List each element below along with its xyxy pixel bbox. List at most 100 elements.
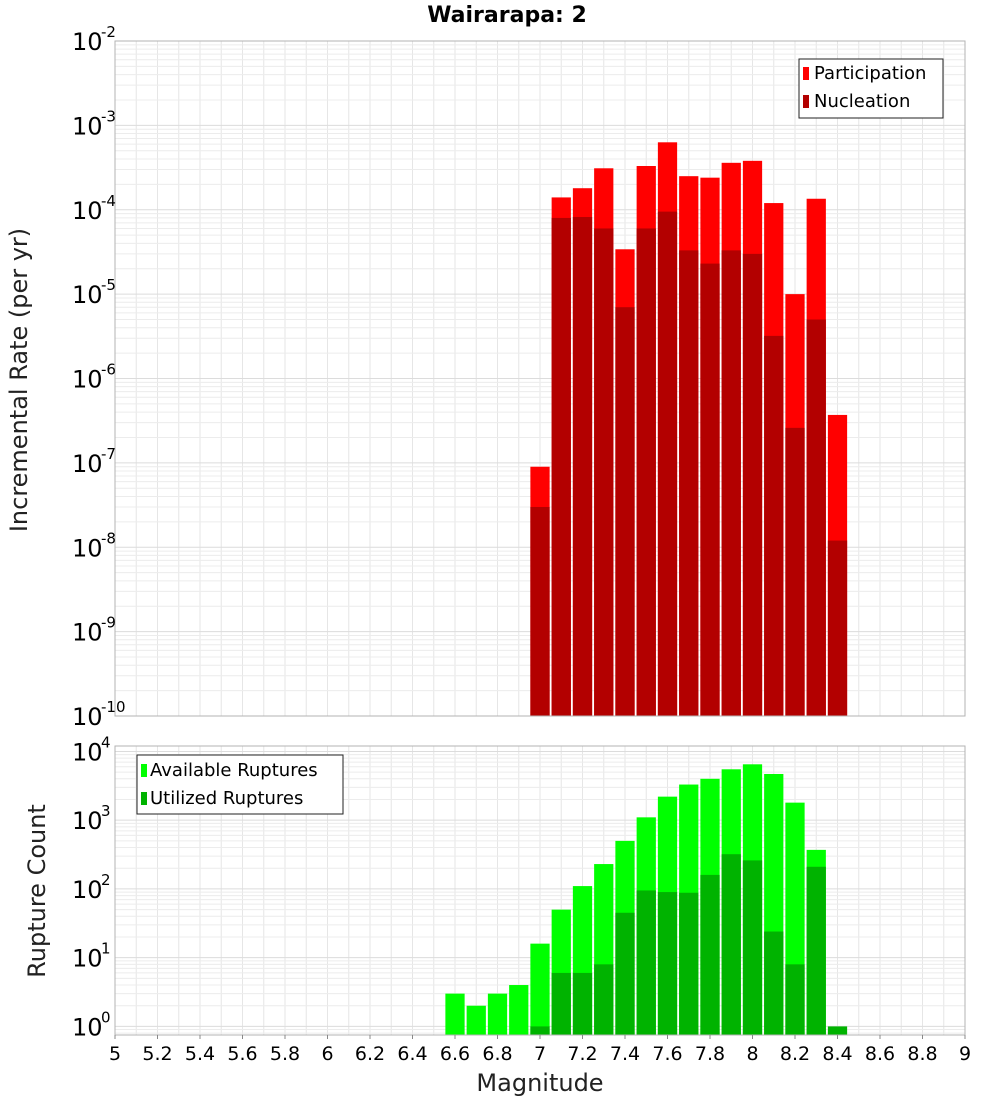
x-tick-label: 6.6 xyxy=(440,1043,470,1065)
bar xyxy=(530,1026,550,1035)
bar xyxy=(721,854,741,1035)
bar xyxy=(700,874,720,1035)
bar xyxy=(594,964,614,1035)
y-tick-exponent: -10 xyxy=(101,698,126,716)
y-tick-exponent: 4 xyxy=(101,733,111,751)
y-tick-label: 10 xyxy=(72,112,103,140)
bottom-legend: Available Ruptures Utilized Ruptures xyxy=(136,754,344,815)
x-tick-label: 5 xyxy=(109,1043,121,1065)
bar xyxy=(806,866,826,1035)
y-tick-exponent: -3 xyxy=(101,107,116,125)
y-tick-exponent: -6 xyxy=(101,361,116,379)
bar xyxy=(530,506,550,716)
x-tick-label: 7.2 xyxy=(567,1043,597,1065)
y-tick-label: 10 xyxy=(72,945,103,973)
top-series-nucleation xyxy=(530,211,848,717)
y-tick-label: 10 xyxy=(72,876,103,904)
chart-title: Wairarapa: 2 xyxy=(427,3,587,28)
legend-label-utilized: Utilized Ruptures xyxy=(150,788,303,809)
bar xyxy=(764,931,784,1035)
y-tick-label: 10 xyxy=(72,28,103,56)
x-tick-label: 6.2 xyxy=(355,1043,385,1065)
x-tick-label: 5.8 xyxy=(270,1043,300,1065)
y-tick-exponent: 3 xyxy=(101,802,111,820)
bar xyxy=(615,912,635,1035)
bar xyxy=(785,427,805,716)
bar xyxy=(594,228,614,716)
y-tick-label: 10 xyxy=(72,450,103,478)
x-tick-label: 8 xyxy=(746,1043,758,1065)
y-tick-exponent: -9 xyxy=(101,614,116,632)
bar xyxy=(827,540,848,716)
top-y-axis-label: Incremental Rate (per yr) xyxy=(5,228,33,532)
bar xyxy=(636,890,656,1035)
bar xyxy=(657,211,678,716)
x-ticks: 5 5.2 5.4 5.6 5.8 6 6.2 6.4 6.6 6.8 7 7.2 7.4 7.6 7.8 8… xyxy=(109,1035,971,1065)
bar xyxy=(721,250,741,717)
legend-label-available: Available Ruptures xyxy=(150,760,318,781)
bar xyxy=(551,217,571,716)
top-plot-border xyxy=(114,40,966,717)
y-tick-label: 10 xyxy=(72,738,103,766)
bar xyxy=(445,993,465,1035)
bar xyxy=(827,1026,848,1035)
x-tick-label: 6.4 xyxy=(397,1043,427,1065)
bar xyxy=(764,335,784,716)
bar xyxy=(657,892,678,1035)
y-tick-label: 10 xyxy=(72,281,103,309)
x-tick-label: 8.2 xyxy=(780,1043,810,1065)
bottom-series-utilized-ruptures xyxy=(530,854,848,1035)
y-tick-label: 10 xyxy=(72,703,103,731)
y-tick-label: 10 xyxy=(72,1013,103,1041)
y-tick-exponent: -2 xyxy=(101,23,116,41)
legend-swatch-participation xyxy=(803,67,809,80)
bar xyxy=(572,217,593,716)
x-tick-label: 7.6 xyxy=(652,1043,682,1065)
bar xyxy=(679,250,699,717)
bar xyxy=(806,319,826,716)
y-tick-label: 10 xyxy=(72,807,103,835)
bar xyxy=(509,985,529,1035)
x-tick-label: 8.6 xyxy=(865,1043,895,1065)
top-legend: Participation Nucleation xyxy=(798,58,944,119)
x-tick-label: 8.4 xyxy=(822,1043,852,1065)
legend-label-participation: Participation xyxy=(814,63,926,84)
legend-swatch-available xyxy=(141,764,147,777)
bar xyxy=(700,263,720,716)
bar xyxy=(530,943,550,1035)
x-tick-label: 7 xyxy=(534,1043,546,1065)
x-tick-label: 6.8 xyxy=(482,1043,512,1065)
bar xyxy=(572,972,593,1035)
top-legend-box xyxy=(798,58,944,119)
bar xyxy=(551,972,571,1035)
x-tick-label: 7.4 xyxy=(610,1043,640,1065)
y-tick-label: 10 xyxy=(72,197,103,225)
x-tick-label: 5.6 xyxy=(227,1043,257,1065)
y-tick-exponent: 2 xyxy=(101,871,111,889)
y-tick-exponent: 1 xyxy=(101,940,111,958)
bottom-y-axis-label: Rupture Count xyxy=(23,804,51,978)
x-tick-label: 7.8 xyxy=(695,1043,725,1065)
x-tick-label: 6 xyxy=(321,1043,333,1065)
y-tick-exponent: 0 xyxy=(101,1008,111,1026)
legend-label-nucleation: Nucleation xyxy=(814,91,910,112)
x-tick-label: 8.8 xyxy=(907,1043,937,1065)
y-tick-exponent: -8 xyxy=(101,529,116,547)
x-tick-label: 9 xyxy=(959,1043,971,1065)
legend-swatch-utilized xyxy=(141,792,147,805)
bottom-legend-box xyxy=(136,754,344,815)
y-tick-label: 10 xyxy=(72,619,103,647)
y-tick-label: 10 xyxy=(72,534,103,562)
y-tick-label: 10 xyxy=(72,366,103,394)
bar xyxy=(487,993,508,1035)
bar xyxy=(679,892,699,1035)
bar xyxy=(785,964,805,1035)
x-axis-label: Magnitude xyxy=(476,1069,603,1097)
bar xyxy=(615,307,635,716)
y-tick-exponent: -4 xyxy=(101,192,116,210)
